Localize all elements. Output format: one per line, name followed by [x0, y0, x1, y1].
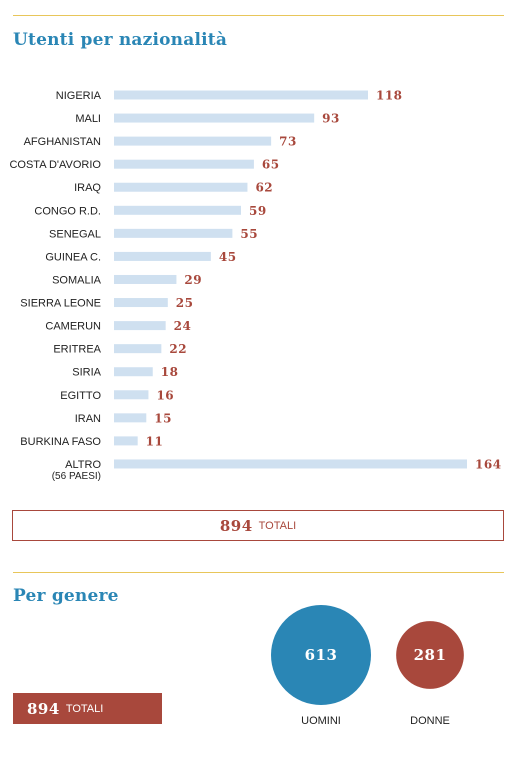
bar — [114, 205, 241, 215]
bar — [114, 390, 149, 400]
bar — [114, 436, 138, 446]
bar — [114, 298, 168, 308]
value-label: 16 — [156, 388, 174, 402]
bar — [114, 367, 153, 377]
category-label: SIERRA LEONE — [20, 298, 101, 310]
bar — [114, 228, 233, 238]
value-label: 118 — [376, 89, 403, 103]
category-label: SENEGAL — [49, 228, 101, 240]
total-value: 894 — [219, 516, 253, 535]
bar — [114, 136, 272, 146]
bar — [114, 344, 162, 354]
category-sublabel: (56 PAESI) — [52, 471, 101, 482]
bar — [114, 251, 211, 261]
value-label: 62 — [255, 181, 273, 195]
value-label: 73 — [279, 135, 297, 149]
value-label: 29 — [184, 273, 202, 287]
value-label: 11 — [146, 434, 164, 448]
category-label: CONGO R.D. — [34, 205, 101, 217]
bar — [114, 459, 467, 469]
gender-bubble — [271, 605, 371, 705]
bar — [114, 274, 177, 284]
gender-value: 613 — [305, 646, 338, 664]
bar — [114, 113, 315, 123]
category-label: ERITREA — [53, 344, 101, 356]
category-label: SIRIA — [72, 367, 101, 379]
category-label: GUINEA C. — [45, 251, 101, 263]
total-label: TOTALI — [258, 519, 297, 532]
value-label: 45 — [219, 250, 237, 264]
gender-bubble — [396, 621, 464, 689]
section-title-gender: Per genere — [13, 586, 119, 606]
bar — [114, 321, 166, 331]
value-label: 15 — [154, 411, 172, 425]
category-label: COSTA D'AVORIO — [9, 159, 101, 171]
category-label: BURKINA FASO — [20, 436, 101, 448]
value-label: 55 — [240, 227, 258, 241]
nationality-bar-chart: NIGERIA 118 MALI 93 AFGHANISTAN 73 COSTA D'AVO… — [9, 89, 502, 482]
section-title-nationality: Utenti per nazionalità — [13, 30, 228, 50]
middle-divider — [13, 572, 504, 573]
gender-total-value: 894 — [27, 699, 60, 718]
top-divider — [13, 15, 504, 16]
category-label: ALTRO — [65, 459, 101, 471]
value-label: 164 — [475, 457, 502, 471]
value-label: 24 — [174, 319, 192, 333]
value-label: 22 — [169, 342, 187, 356]
total-box: 894 TOTALI — [12, 510, 504, 541]
value-label: 25 — [176, 296, 194, 310]
bar — [114, 90, 368, 100]
gender-label: UOMINI — [301, 715, 341, 727]
value-label: 18 — [161, 365, 179, 379]
bar — [114, 182, 248, 192]
bar — [114, 413, 147, 423]
gender-total-label: TOTALI — [65, 702, 104, 715]
value-label: 65 — [262, 158, 280, 172]
category-label: IRAQ — [74, 182, 101, 194]
category-label: CAMERUN — [45, 321, 101, 333]
category-label: SOMALIA — [52, 274, 102, 286]
category-label: NIGERIA — [56, 90, 102, 102]
category-label: MALI — [75, 113, 101, 125]
bar — [114, 159, 254, 169]
gender-bubble-chart: 613 UOMINI 281 DONNE — [271, 605, 464, 727]
gender-total-box: 894 TOTALI — [13, 693, 162, 724]
gender-value: 281 — [414, 646, 447, 664]
gender-label: DONNE — [410, 715, 450, 727]
category-label: EGITTO — [60, 390, 101, 402]
value-label: 93 — [322, 112, 340, 126]
value-label: 59 — [249, 204, 267, 218]
category-label: AFGHANISTAN — [24, 136, 101, 148]
category-label: IRAN — [75, 413, 101, 425]
